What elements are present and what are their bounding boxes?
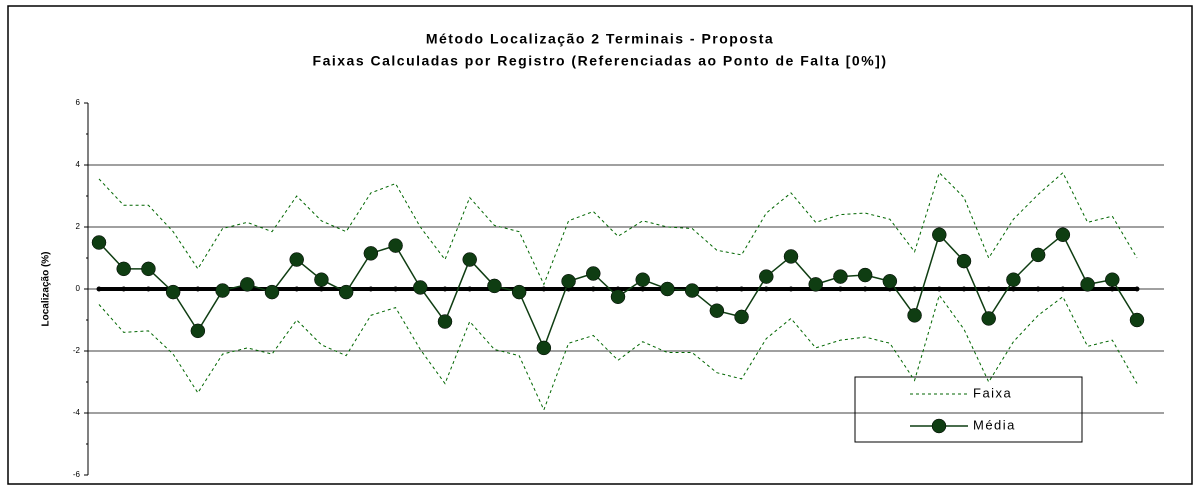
data-point [215,283,230,298]
data-point [462,252,477,267]
data-point [363,246,379,261]
data-point [1035,286,1041,292]
y-tick-label: 4 [76,160,81,169]
y-tick-label: 0 [76,284,81,293]
data-point [763,286,769,292]
data-point [318,286,324,292]
data-point [912,286,918,292]
y-axis-label: Localização (%) [41,251,52,326]
legend-box [854,376,1083,443]
data-point [635,272,650,287]
legend-label: Média [973,417,1016,432]
data-point [788,286,794,292]
data-point [338,284,354,300]
data-point [610,289,626,304]
data-point [294,286,300,292]
data-point [590,286,596,292]
data-point [91,235,107,250]
data-point [862,286,868,292]
data-point [739,286,745,292]
data-point [541,286,547,292]
data-point [467,286,473,292]
data-point [981,311,996,326]
chart-title: Método Localização 2 Terminais - Propost… [426,31,774,47]
data-point [289,252,304,267]
data-point [442,286,448,292]
data-point [264,284,280,300]
data-point [165,284,181,300]
data-point [907,308,922,323]
data-point [783,249,799,264]
data-point [511,284,527,300]
data-point [195,286,201,292]
y-tick-label: -6 [73,470,81,479]
data-point [1129,312,1145,328]
data-point [684,283,700,298]
data-point [1055,227,1071,242]
data-point [714,286,720,292]
y-tick-label: -4 [73,408,81,417]
data-point [190,323,206,339]
data-point [561,274,576,289]
data-point [936,286,942,292]
legend-label: Faixa [973,385,1012,400]
data-point [388,238,403,253]
data-point [121,286,127,292]
data-point [956,253,972,269]
data-point [837,286,843,292]
data-point [709,303,725,318]
data-point [734,309,749,325]
series-line [98,171,1138,286]
data-point [314,272,329,287]
data-point [759,269,774,284]
data-point [833,269,848,284]
data-point [116,261,131,277]
data-point [1006,272,1021,287]
data-point [145,286,151,292]
y-tick-label: 2 [76,222,81,231]
data-point [882,274,898,289]
y-tick-label: -2 [73,346,81,355]
data-point [1134,286,1140,292]
data-point [1060,286,1066,292]
data-point [413,280,428,295]
data-point [368,286,374,292]
legend-marker [931,418,947,434]
data-point [240,277,255,292]
data-point [986,286,992,292]
data-point [487,278,502,294]
data-point [961,286,967,292]
data-point [141,261,156,277]
data-point [640,286,646,292]
data-point [808,277,823,292]
data-point [1010,286,1016,292]
y-tick-label: 6 [76,98,81,107]
data-point [437,314,453,329]
data-point [1030,247,1046,263]
data-point [1105,272,1120,287]
data-point [393,286,399,292]
data-point [536,340,552,356]
data-point [660,281,675,297]
data-point [1109,286,1115,292]
data-point [96,286,102,292]
data-point [1080,277,1095,292]
chart-subtitle: Faixas Calculadas por Registro (Referenc… [313,53,888,69]
data-point [857,267,873,283]
data-point [932,227,947,242]
data-point [586,266,601,281]
